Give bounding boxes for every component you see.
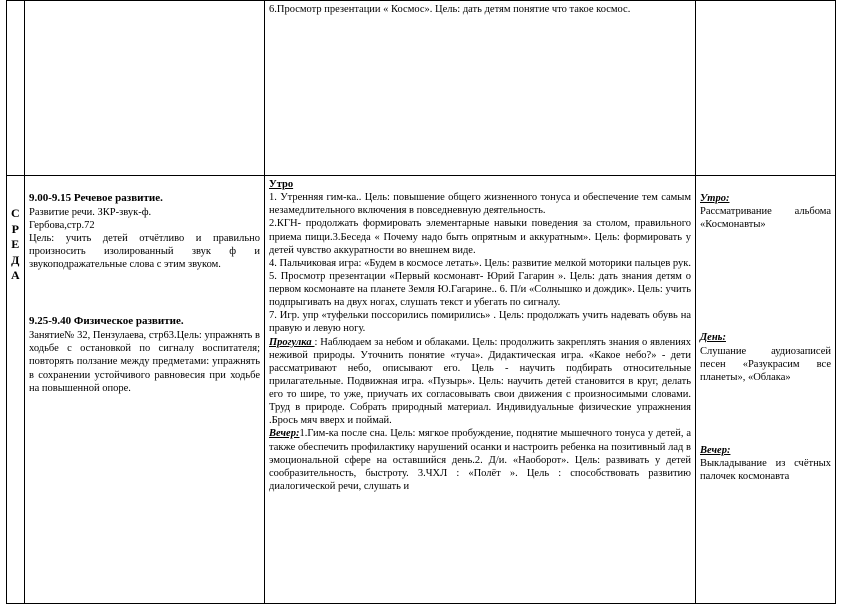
notes-evening-label: Вечер: [700, 445, 730, 456]
cell-lessons-blank [25, 1, 265, 176]
morning-p3: 4. Пальчиковая игра: «Будем в космосе ле… [269, 257, 691, 310]
evening-body: 1.Гим-ка после сна. Цель: мягкое пробужд… [269, 428, 691, 492]
lessons-cell: 9.00-9.15 Речевое развитие. Развитие реч… [25, 176, 265, 604]
cell-notes-blank [696, 1, 836, 176]
cell-main-prev: 6.Просмотр презентации « Космос». Цель: … [265, 1, 696, 176]
notes-morning-label: Утро: [700, 193, 729, 204]
lesson-1-title: 9.00-9.15 Речевое развитие. [29, 192, 260, 206]
lesson-1-goal: Цель: учить детей отчётливо и правильно … [29, 232, 260, 271]
lesson-1-line: Развитие речи. ЗКР-звук-ф. [29, 206, 260, 219]
main-cell: Утро 1. Утренняя гим-ка.. Цель: повышени… [265, 176, 696, 604]
notes-day-label: День: [700, 332, 726, 343]
section-label-morning: Утро [269, 179, 293, 190]
evening-paragraph: Вечер:1.Гим-ка после сна. Цель: мягкое п… [269, 427, 691, 493]
day-letter: Е [11, 237, 20, 253]
section-label-evening: Вечер: [269, 428, 299, 439]
lesson-2-goal: Занятие№ 32, Пензулаева, стр63.Цель: упр… [29, 329, 260, 395]
notes-morning-body: Рассматривание альбома «Космонавты» [700, 205, 831, 231]
day-letter: Р [11, 222, 20, 238]
section-label-walk: Прогулка [269, 337, 314, 348]
table-row: 6.Просмотр презентации « Космос». Цель: … [7, 1, 836, 176]
morning-p2: 2.КГН- продолжать формировать элементарн… [269, 217, 691, 256]
day-letter: А [11, 268, 20, 284]
morning-p1: 1. Утренняя гим-ка.. Цель: повышение общ… [269, 191, 691, 217]
notes-day-body: Слушание аудиозаписей песен «Разукрасим … [700, 345, 831, 384]
lesson-1-line: Гербова,стр.72 [29, 219, 260, 232]
prev-item-text: 6.Просмотр презентации « Космос». Цель: … [269, 4, 630, 15]
day-letter: С [11, 206, 20, 222]
walk-paragraph: Прогулка : Наблюдаем за небом и облаками… [269, 336, 691, 428]
walk-body: : Наблюдаем за небом и облаками. Цель: п… [269, 337, 691, 427]
notes-cell: Утро: Рассматривание альбома «Космонавты… [696, 176, 836, 604]
day-label-cell: С Р Е Д А [7, 176, 25, 604]
day-letter: Д [11, 253, 20, 269]
page: 6.Просмотр презентации « Космос». Цель: … [0, 0, 842, 595]
table-row: С Р Е Д А 9.00-9.15 Речевое развитие. Ра… [7, 176, 836, 604]
morning-p4: 7. Игр. упр «туфельки поссорились помири… [269, 309, 691, 335]
lesson-2-title: 9.25-9.40 Физическое развитие. [29, 315, 260, 329]
plan-table: 6.Просмотр презентации « Космос». Цель: … [6, 0, 836, 604]
notes-evening-body: Выкладывание из счётных палочек космонав… [700, 457, 831, 483]
cell-day-blank [7, 1, 25, 176]
